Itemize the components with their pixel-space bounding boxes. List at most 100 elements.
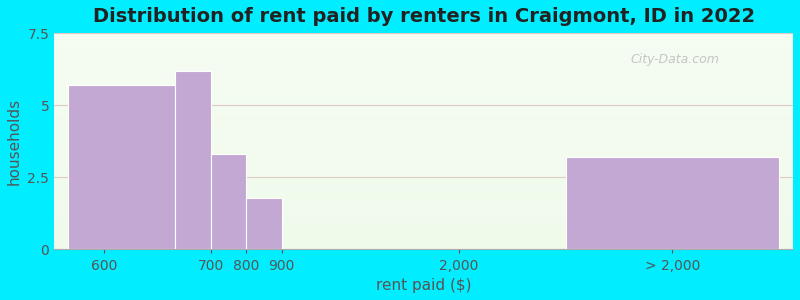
Bar — [54, 89, 793, 92]
Bar — [54, 65, 793, 68]
Bar — [566, 157, 779, 250]
Bar — [54, 137, 793, 139]
Bar — [54, 141, 793, 143]
Bar — [54, 219, 793, 221]
Bar — [54, 215, 793, 217]
Bar — [54, 48, 793, 50]
Bar — [54, 106, 793, 109]
Bar — [54, 122, 793, 124]
X-axis label: rent paid ($): rent paid ($) — [376, 278, 471, 293]
Bar — [54, 161, 793, 163]
Bar — [54, 120, 793, 122]
Bar — [54, 187, 793, 189]
Bar — [54, 104, 793, 106]
Bar — [54, 204, 793, 206]
Bar — [54, 118, 793, 120]
Bar — [54, 211, 793, 213]
Bar — [54, 102, 793, 104]
Bar — [54, 172, 793, 174]
Bar — [54, 87, 793, 89]
Bar — [54, 61, 793, 63]
Bar — [54, 224, 793, 226]
Bar — [54, 59, 793, 61]
Bar — [54, 74, 793, 76]
Bar — [54, 165, 793, 167]
Bar — [54, 208, 793, 211]
Bar — [54, 98, 793, 100]
Bar — [54, 159, 793, 161]
Bar — [54, 176, 793, 178]
Bar — [54, 139, 793, 141]
Bar — [54, 197, 793, 200]
Bar — [54, 146, 793, 148]
Bar — [210, 154, 246, 250]
Bar — [54, 182, 793, 184]
Bar — [54, 57, 793, 59]
Bar — [54, 50, 793, 52]
Bar — [54, 228, 793, 230]
Bar — [54, 174, 793, 176]
Text: City-Data.com: City-Data.com — [630, 52, 719, 65]
Bar — [54, 217, 793, 219]
Bar — [54, 115, 793, 118]
Bar — [54, 128, 793, 130]
Bar — [54, 40, 793, 42]
Bar — [54, 148, 793, 150]
Bar — [54, 92, 793, 94]
Bar — [54, 83, 793, 85]
Bar — [54, 126, 793, 128]
Bar — [54, 247, 793, 250]
Bar — [54, 245, 793, 247]
Bar — [54, 167, 793, 170]
Bar — [69, 85, 175, 250]
Bar — [54, 184, 793, 187]
Bar — [54, 189, 793, 191]
Bar — [54, 133, 793, 135]
Y-axis label: households: households — [7, 98, 22, 185]
Bar — [54, 81, 793, 83]
Bar — [54, 232, 793, 234]
Bar — [54, 130, 793, 133]
Bar — [54, 169, 793, 172]
Bar — [54, 96, 793, 98]
Bar — [54, 68, 793, 70]
Bar — [54, 44, 793, 46]
Bar — [54, 243, 793, 245]
Bar — [54, 79, 793, 81]
Bar — [54, 202, 793, 204]
Bar — [54, 200, 793, 202]
Bar — [54, 33, 793, 35]
Title: Distribution of rent paid by renters in Craigmont, ID in 2022: Distribution of rent paid by renters in … — [93, 7, 754, 26]
Bar — [54, 178, 793, 180]
Bar — [54, 111, 793, 113]
Bar — [54, 143, 793, 146]
Bar — [54, 206, 793, 208]
Bar — [54, 152, 793, 154]
Bar — [54, 100, 793, 102]
Bar — [54, 109, 793, 111]
Bar — [54, 124, 793, 126]
Bar — [54, 230, 793, 232]
Bar — [54, 221, 793, 224]
Bar — [54, 35, 793, 38]
Bar — [54, 63, 793, 65]
Bar — [54, 195, 793, 197]
Bar — [54, 52, 793, 55]
Bar — [54, 135, 793, 137]
Bar — [175, 70, 210, 250]
Bar — [54, 154, 793, 156]
Bar — [54, 234, 793, 236]
Bar — [54, 42, 793, 44]
Bar — [54, 76, 793, 79]
Bar — [54, 46, 793, 48]
Bar — [54, 213, 793, 215]
Bar — [54, 70, 793, 72]
Bar — [54, 241, 793, 243]
Bar — [54, 150, 793, 152]
Bar — [54, 72, 793, 74]
Bar — [54, 113, 793, 115]
Bar — [54, 226, 793, 228]
Bar — [54, 239, 793, 241]
Bar — [54, 163, 793, 165]
Bar — [54, 38, 793, 40]
